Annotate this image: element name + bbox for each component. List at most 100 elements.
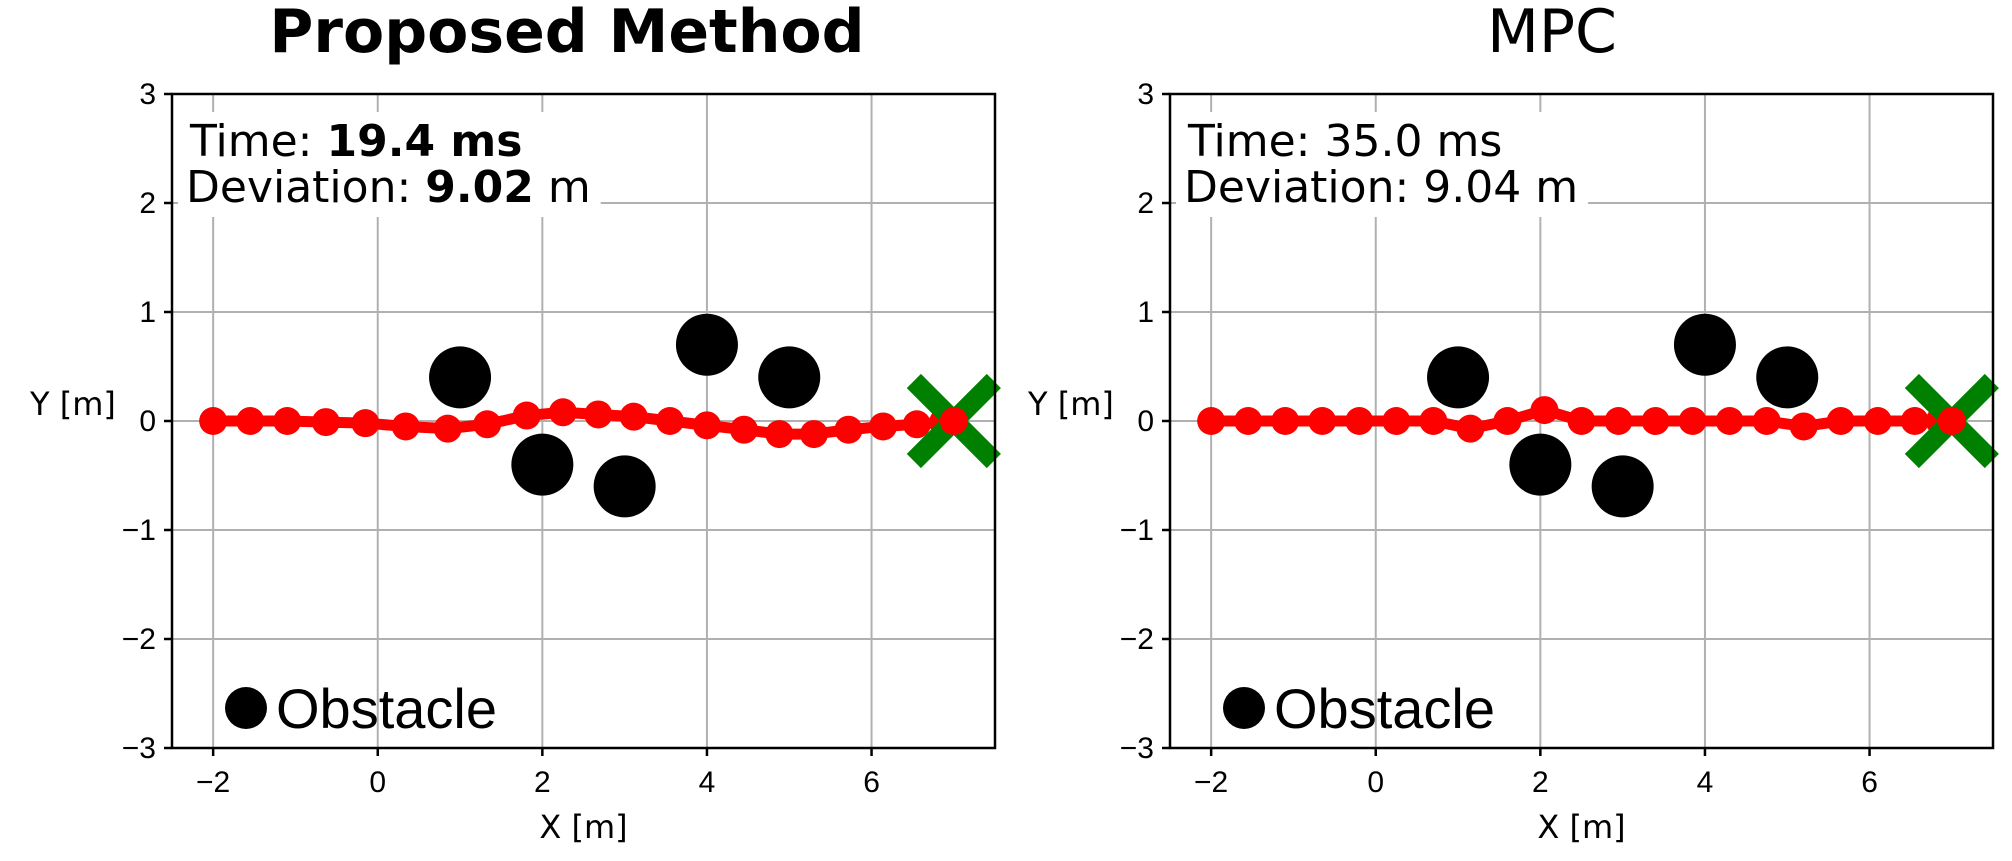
obstacle bbox=[1509, 433, 1572, 496]
y-tick-label: 2 bbox=[139, 187, 156, 220]
trajectory-point bbox=[729, 415, 758, 444]
obstacle bbox=[511, 433, 574, 496]
annotation-time: Time: 35.0 ms bbox=[1187, 116, 1502, 167]
obstacle bbox=[593, 455, 656, 518]
trajectory-point bbox=[1419, 407, 1448, 435]
trajectory-point bbox=[1789, 412, 1818, 441]
trajectory-point bbox=[1826, 407, 1855, 435]
trajectory-point bbox=[1493, 407, 1522, 435]
annotation-deviation-unit: m bbox=[534, 162, 591, 213]
x-tick-label: 6 bbox=[863, 766, 880, 799]
trajectory-point bbox=[548, 398, 577, 427]
annotation-deviation-label: Deviation: bbox=[186, 162, 425, 213]
trajectory-point bbox=[1678, 407, 1707, 435]
annotation-deviation: Deviation: 9.02 m bbox=[186, 162, 591, 213]
trajectory-point bbox=[1900, 407, 1929, 435]
trajectory-point bbox=[1863, 407, 1892, 435]
obstacle bbox=[1591, 455, 1654, 518]
trajectory-line bbox=[213, 406, 955, 440]
trajectory-point bbox=[512, 401, 541, 430]
obstacle bbox=[429, 346, 492, 409]
obstacle bbox=[758, 346, 821, 409]
x-tick-label: 6 bbox=[1861, 766, 1878, 799]
legend-obstacle-marker bbox=[1223, 687, 1265, 729]
x-tick-label: 0 bbox=[1367, 766, 1384, 799]
trajectory-line bbox=[1211, 404, 1952, 435]
trajectory-point bbox=[1752, 407, 1781, 435]
trajectory-point bbox=[1382, 407, 1411, 435]
annotation-background bbox=[1176, 112, 1589, 217]
annotation-background bbox=[178, 112, 601, 217]
trajectory-point bbox=[1197, 407, 1226, 435]
y-tick-label: 0 bbox=[1137, 405, 1154, 438]
legend-obstacle-marker bbox=[225, 687, 267, 729]
y-tick-label: 2 bbox=[1137, 187, 1154, 220]
trajectory-point bbox=[199, 407, 228, 435]
annotation-deviation-label: Deviation: bbox=[1184, 162, 1423, 213]
trajectory-point bbox=[1567, 407, 1596, 435]
obstacle bbox=[675, 313, 738, 376]
trajectory-point bbox=[799, 420, 828, 449]
x-tick-label: 4 bbox=[1697, 766, 1714, 799]
trajectory-point bbox=[619, 402, 648, 431]
chart-title: MPC bbox=[1487, 0, 1617, 67]
trajectory-point bbox=[1715, 407, 1744, 435]
y-tick-label: −1 bbox=[122, 514, 156, 547]
trajectory-point bbox=[236, 407, 265, 435]
trajectory-point bbox=[273, 407, 302, 435]
trajectory-point bbox=[311, 408, 340, 437]
trajectory-point bbox=[1345, 407, 1374, 435]
y-tick-label: 1 bbox=[1137, 296, 1154, 329]
x-tick-label: 4 bbox=[699, 766, 716, 799]
annotation-time-value: 19.4 ms bbox=[327, 116, 523, 167]
y-tick-label: 0 bbox=[139, 405, 156, 438]
y-tick-label: −2 bbox=[122, 623, 156, 656]
obstacle bbox=[1756, 346, 1819, 409]
annotation-time-label: Time: bbox=[189, 116, 327, 167]
trajectory-point bbox=[655, 407, 684, 435]
trajectory-point bbox=[391, 412, 420, 441]
trajectory-point bbox=[1530, 396, 1559, 425]
annotation-time-value: 35.0 ms bbox=[1325, 116, 1503, 167]
trajectory-point bbox=[433, 414, 462, 443]
annotation-deviation-value: 9.02 bbox=[425, 162, 534, 213]
annotation-time: Time: 19.4 ms bbox=[189, 116, 522, 167]
obstacle bbox=[1673, 313, 1736, 376]
y-axis-label: Y [m] bbox=[29, 385, 116, 423]
x-tick-label: −2 bbox=[196, 766, 230, 799]
y-tick-label: 3 bbox=[1137, 78, 1154, 111]
trajectory-point bbox=[902, 410, 931, 439]
annotation-deviation-unit: m bbox=[1521, 162, 1578, 213]
trajectory-point bbox=[1456, 414, 1485, 443]
trajectory-point bbox=[834, 415, 863, 444]
y-tick-label: −1 bbox=[1120, 514, 1154, 547]
trajectory-point bbox=[1234, 407, 1263, 435]
trajectory-point bbox=[1308, 407, 1337, 435]
trajectory-point bbox=[351, 409, 380, 438]
y-tick-label: 1 bbox=[139, 296, 156, 329]
trajectory-point bbox=[584, 400, 613, 429]
trajectory-point bbox=[869, 412, 898, 441]
trajectory-point bbox=[692, 411, 721, 440]
obstacle bbox=[1427, 346, 1490, 409]
y-tick-label: −3 bbox=[1120, 732, 1154, 765]
trajectory-point bbox=[1271, 407, 1300, 435]
trajectory-point bbox=[1641, 407, 1670, 435]
trajectory-point-end bbox=[939, 407, 968, 435]
legend-label: Obstacle bbox=[1274, 677, 1495, 740]
y-tick-label: −3 bbox=[122, 732, 156, 765]
x-tick-label: −2 bbox=[1194, 766, 1228, 799]
x-axis-label: X [m] bbox=[1537, 808, 1625, 846]
trajectory-point bbox=[765, 420, 794, 449]
annotation-deviation-value: 9.04 bbox=[1423, 162, 1521, 213]
x-tick-label: 0 bbox=[369, 766, 386, 799]
y-tick-label: −2 bbox=[1120, 623, 1154, 656]
x-tick-label: 2 bbox=[1532, 766, 1549, 799]
annotation-deviation: Deviation: 9.04 m bbox=[1184, 162, 1578, 213]
y-axis-label: Y [m] bbox=[1027, 385, 1114, 423]
trajectory-point bbox=[473, 410, 502, 439]
trajectory-point bbox=[1604, 407, 1633, 435]
